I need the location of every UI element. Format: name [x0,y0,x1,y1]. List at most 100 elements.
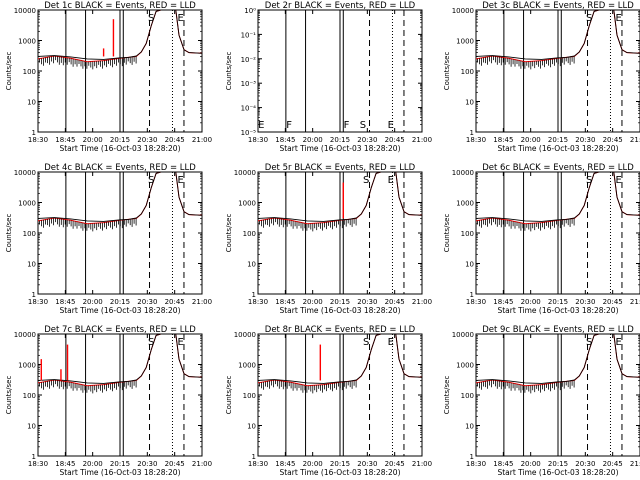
x-axis-label: Start Time (16-Oct-03 18:28:20) [59,468,180,477]
interval-letter: S [586,175,592,186]
y-tick-label: 10 [247,423,256,431]
series-group [38,10,202,70]
y-axis-label: Counts/sec [5,52,13,91]
interval-letter: S [360,120,366,131]
y-tick-label: 10000 [14,7,36,15]
interval-letter: S [363,337,369,348]
series-group [476,334,640,394]
x-tick-label: 20:00 [521,136,541,144]
y-tick-label: 100 [243,392,256,400]
detector-panel-2: Det 2r BLACK = Events, RED = LLD 10⁻⁵ 10⁻⁴… [225,1,432,153]
interval-letter: E [178,175,184,186]
x-tick-label: 21:00 [630,298,640,306]
x-tick-label: 20:15 [548,136,568,144]
y-axis-label: Counts/sec [5,214,13,253]
x-tick-label: 18:30 [248,298,268,306]
x-tick-label: 18:45 [55,298,75,306]
x-axis-label: Start Time (16-Oct-03 18:28:20) [59,306,180,315]
x-tick-label: 20:15 [330,460,350,468]
interval-letter: S [148,337,154,348]
x-tick-label: 20:30 [137,136,157,144]
panel-title: Det 3c BLACK = Events, RED = LLD [482,1,634,11]
interval-letter: E [388,120,394,131]
y-tick-label: 10000 [234,331,256,339]
panel-title: Det 8r BLACK = Events, RED = LLD [265,325,416,335]
y-tick-label: 1 [470,129,474,137]
detector-panel-3: Det 3c BLACK = Events, RED = LLD 1 10 100 10… [443,1,640,153]
x-tick-label: 20:15 [110,298,130,306]
y-tick-label: 1 [252,291,256,299]
x-tick-label: 20:30 [575,136,595,144]
x-tick-label: 20:15 [548,298,568,306]
events-series [476,10,640,60]
x-tick-label: 18:45 [275,136,295,144]
x-axis-label: Start Time (16-Oct-03 18:28:20) [497,468,618,477]
events-noise [477,218,575,232]
x-tick-label: 21:00 [412,136,432,144]
y-tick-label: 10000 [452,331,474,339]
events-series [476,172,640,222]
detector-panel-8: Det 8r BLACK = Events, RED = LLD 1 10 100 10… [225,325,432,477]
x-tick-label: 18:45 [275,298,295,306]
y-tick-label: 1000 [238,362,256,370]
y-tick-label: 10 [247,261,256,269]
y-tick-label: 100 [23,68,36,76]
x-tick-label: 20:15 [110,460,130,468]
x-tick-label: 20:30 [357,298,377,306]
x-tick-label: 20:30 [575,298,595,306]
x-tick-label: 18:30 [466,298,486,306]
x-axis-label: Start Time (16-Oct-03 18:28:20) [497,144,618,153]
events-noise [39,380,137,394]
interval-letter: E [616,337,622,348]
x-axis-label: Start Time (16-Oct-03 18:28:20) [279,144,400,153]
x-tick-label: 20:00 [83,460,103,468]
x-tick-label: 20:30 [357,460,377,468]
x-axis-label: Start Time (16-Oct-03 18:28:20) [279,306,400,315]
y-axis-label: Counts/sec [225,376,233,415]
x-tick-label: 20:30 [137,298,157,306]
x-tick-label: 20:00 [303,298,323,306]
y-tick-label: 1 [32,291,36,299]
x-tick-label: 20:45 [385,136,405,144]
x-tick-label: 20:00 [521,460,541,468]
y-tick-label: 10000 [452,7,474,15]
x-tick-label: 20:30 [357,136,377,144]
x-tick-label: 21:00 [412,298,432,306]
y-tick-label: 10⁻⁵ [241,129,257,137]
x-tick-label: 18:30 [466,460,486,468]
y-tick-label: 1 [470,453,474,461]
interval-letter: S [586,13,592,24]
interval-letter: E [616,13,622,24]
x-tick-label: 20:15 [330,136,350,144]
y-tick-label: 1000 [18,362,36,370]
x-axis-label: Start Time (16-Oct-03 18:28:20) [279,468,400,477]
x-tick-label: 20:45 [385,298,405,306]
events-noise [477,56,575,70]
y-tick-label: 10000 [14,331,36,339]
events-noise [39,56,137,70]
events-series [258,334,422,384]
panel-title: Det 7c BLACK = Events, RED = LLD [44,325,196,335]
x-tick-label: 20:15 [330,298,350,306]
events-series [38,172,202,222]
y-tick-label: 10 [27,99,36,107]
x-tick-label: 20:45 [603,298,623,306]
series-group [38,334,202,394]
interval-letter: S [148,13,154,24]
y-tick-label: 10000 [452,169,474,177]
y-tick-label: 10000 [234,169,256,177]
x-tick-label: 18:30 [466,136,486,144]
series-group [476,10,640,70]
y-tick-label: 1000 [18,200,36,208]
x-tick-label: 20:00 [303,136,323,144]
y-tick-label: 1 [252,453,256,461]
detector-panel-7: Det 7c BLACK = Events, RED = LLD 1 10 100 10… [5,325,212,477]
x-tick-label: 20:45 [165,460,185,468]
panel-title: Det 6c BLACK = Events, RED = LLD [482,163,634,173]
series-group [258,334,422,394]
y-tick-label: 10000 [14,169,36,177]
x-tick-label: 20:00 [303,460,323,468]
y-tick-label: 1000 [18,38,36,46]
y-tick-label: 1 [470,291,474,299]
x-tick-label: 18:30 [248,460,268,468]
